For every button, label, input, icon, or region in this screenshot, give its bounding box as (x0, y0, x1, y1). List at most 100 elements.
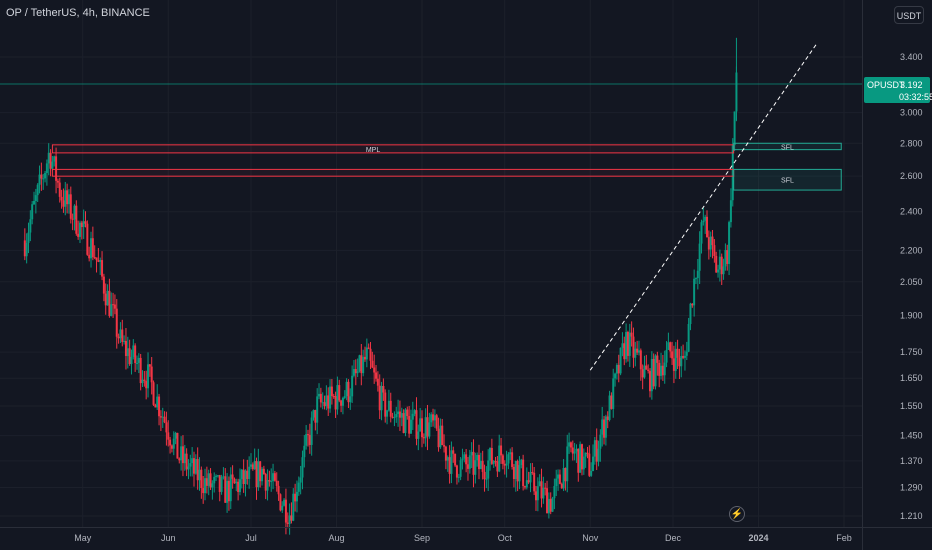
candle-body (69, 194, 72, 219)
candle-body (496, 461, 499, 472)
candle-body (60, 196, 63, 201)
candle-body (360, 355, 363, 374)
candle-body (466, 464, 469, 469)
candle-body (229, 474, 232, 502)
candle-body (86, 223, 89, 255)
candle-body (478, 454, 481, 470)
y-tick-label: 3.400 (900, 52, 923, 62)
candle-body (522, 459, 525, 487)
candle-body (707, 237, 710, 250)
candle-body (433, 415, 436, 421)
y-tick-label: 1.370 (900, 456, 923, 466)
candle-body (147, 364, 150, 389)
candle-body (636, 348, 639, 353)
candle-body (641, 369, 644, 378)
candle-body (568, 442, 571, 447)
candle-body (455, 465, 458, 478)
candle-body (656, 355, 659, 363)
candle-body (189, 463, 192, 467)
candle-body (595, 440, 598, 462)
candle-body (115, 308, 118, 337)
candle-body (213, 476, 216, 484)
candle-body (240, 469, 243, 480)
candle-body (336, 385, 339, 410)
candle-body (262, 468, 265, 475)
candle-body (387, 400, 390, 411)
candle-body (235, 481, 238, 484)
teal-zone (733, 142, 842, 151)
candle-body (205, 478, 208, 486)
candle-body (658, 362, 661, 376)
candle-body (363, 356, 366, 360)
candle-body (599, 434, 602, 449)
candle-body (321, 402, 324, 404)
candle-body (731, 145, 734, 201)
candle-body (341, 397, 344, 406)
candle-body (196, 458, 199, 481)
candle-body (373, 367, 376, 373)
candle-body (113, 304, 116, 309)
candle-body (487, 460, 490, 479)
candle-body (448, 457, 451, 474)
candle-body (167, 432, 170, 440)
candle-body (31, 204, 34, 220)
candle-body (632, 336, 635, 358)
candle-body (226, 480, 229, 503)
candle-body (380, 385, 383, 411)
candle-body (720, 256, 723, 275)
candle-body (479, 460, 482, 470)
candle-body (117, 336, 120, 339)
candle-body (318, 393, 321, 397)
candle-body (501, 455, 504, 464)
candle-body (689, 303, 692, 325)
candle-body (604, 416, 607, 438)
candle-body (36, 184, 39, 196)
candle-body (161, 416, 164, 418)
candle-body (227, 480, 230, 502)
candle-body (378, 385, 381, 411)
red-zone (51, 144, 735, 154)
candle-body (273, 473, 276, 481)
candle-body (395, 414, 398, 418)
candle-body (170, 445, 173, 449)
candle-body (580, 444, 583, 470)
candle-body (301, 457, 304, 478)
candle-body (384, 392, 387, 417)
candle-body (376, 378, 379, 386)
lightning-icon[interactable]: ⚡ (729, 506, 745, 522)
candle-body (490, 447, 493, 464)
candle-body (685, 351, 688, 356)
candle-body (244, 470, 247, 485)
candle-body (654, 355, 657, 387)
candle-body (560, 483, 563, 489)
candle-body (124, 340, 127, 357)
candle-body (332, 396, 335, 398)
candle-body (444, 446, 447, 461)
candle-body (73, 205, 76, 220)
x-tick-label: Feb (836, 533, 852, 543)
candle-body (67, 194, 70, 205)
candle-body (476, 454, 479, 461)
candle-body (663, 362, 666, 376)
candle-body (334, 396, 337, 410)
candle-body (389, 400, 392, 417)
candle-body (454, 453, 457, 466)
candle-body (678, 357, 681, 367)
candle-body (628, 332, 631, 356)
zone-label: MPL (366, 147, 381, 154)
candle-body (202, 488, 205, 494)
candle-body (619, 347, 622, 374)
candle-body (507, 454, 510, 464)
candle-body (211, 483, 214, 488)
candle-body (308, 434, 311, 445)
candle-body (729, 200, 732, 223)
candle-body (505, 463, 508, 466)
candle-body (551, 498, 554, 512)
candle-body (408, 416, 411, 434)
currency-button[interactable]: USDT (894, 6, 924, 24)
candle-body (558, 474, 561, 484)
candle-body (82, 221, 85, 228)
candle-body (281, 505, 284, 511)
candle-body (386, 410, 389, 417)
